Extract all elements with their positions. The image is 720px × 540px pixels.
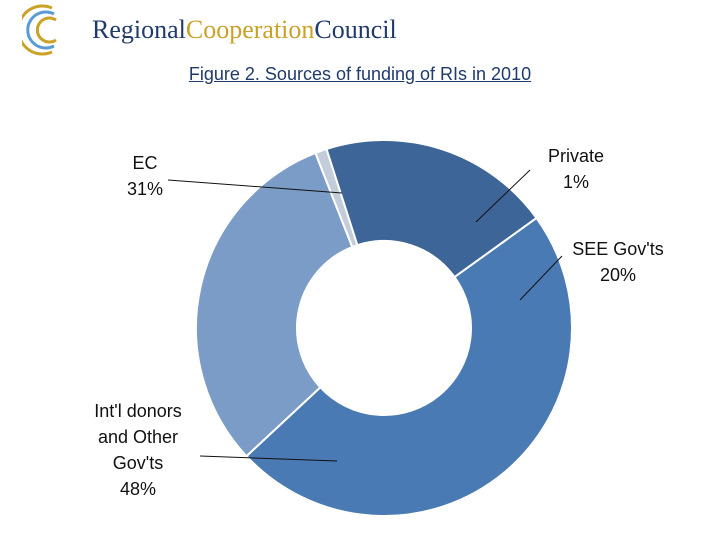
- slice-label-ec: EC 31%: [110, 150, 180, 202]
- leader-line-private: [475, 169, 531, 223]
- rcc-logo-mark-icon: [22, 4, 57, 56]
- slice-label-ec-percent: 31%: [126, 179, 164, 199]
- slice-see-govts: [325, 139, 538, 279]
- slice-label-private-line-1: Private: [547, 146, 605, 166]
- slice-label-see-govts-percent: 20%: [599, 265, 637, 285]
- slice-label-intl-donors-line-3: Gov'ts: [112, 453, 164, 473]
- brand-name: RegionalCooperationCouncil: [92, 17, 397, 43]
- slice-label-ec-line-1: EC: [132, 153, 158, 173]
- slice-ec: [195, 151, 354, 458]
- leader-line-see-govts: [519, 255, 563, 301]
- slice-label-intl-donors: Int'l donors and Other Gov'ts 48%: [70, 398, 206, 502]
- figure-title: Figure 2. Sources of funding of RIs in 2…: [188, 64, 532, 84]
- brand-name-part-2: Cooperation: [185, 15, 315, 44]
- slice-label-intl-donors-percent: 48%: [119, 479, 157, 499]
- leader-line-ec: [167, 179, 343, 194]
- rcc-logo: RegionalCooperationCouncil: [22, 4, 397, 56]
- slice-intl-donors: [245, 216, 573, 517]
- brand-name-part-1: Regional: [92, 15, 186, 44]
- slice-label-see-govts: SEE Gov'ts 20%: [556, 236, 680, 288]
- slice-label-intl-donors-line-2: and Other: [97, 427, 179, 447]
- leader-line-intl-donors: [199, 455, 338, 462]
- slice-label-private-percent: 1%: [562, 172, 589, 192]
- brand-name-part-3: Council: [314, 15, 397, 44]
- slice-label-private: Private 1%: [528, 143, 624, 195]
- slice-label-intl-donors-line-1: Int'l donors: [94, 401, 182, 421]
- slice-label-see-govts-line-1: SEE Gov'ts: [572, 239, 664, 259]
